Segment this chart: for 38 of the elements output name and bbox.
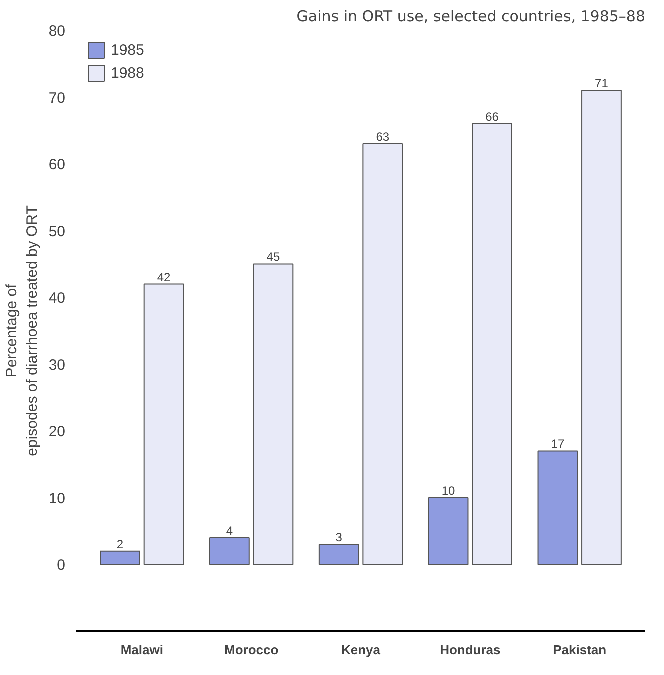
y-tick-label: 80	[48, 23, 66, 40]
data-label: 4	[226, 524, 234, 538]
y-tick-label: 10	[48, 490, 66, 508]
x-tick-label: Morocco	[224, 642, 279, 658]
data-label: 63	[376, 130, 390, 144]
data-label: 66	[486, 110, 500, 124]
y-tick-label: 40	[48, 290, 66, 308]
y-tick-label: 30	[48, 356, 66, 374]
y-tick-label: 60	[48, 156, 66, 174]
data-label: 10	[442, 484, 456, 498]
y-tick-label: 0	[57, 557, 66, 574]
x-tick-label: Pakistan	[553, 642, 607, 658]
x-tick-label: Malawi	[120, 642, 164, 658]
bar	[362, 144, 404, 566]
data-label: 71	[595, 76, 609, 91]
bar	[582, 90, 622, 566]
x-tick-label: Honduras	[440, 642, 501, 658]
bar	[253, 264, 294, 566]
data-label: 3	[336, 530, 343, 545]
legend-label: 1988	[111, 64, 144, 82]
bar	[538, 450, 578, 566]
bar	[100, 550, 140, 566]
data-label: 45	[266, 250, 280, 264]
bar	[144, 284, 184, 566]
chart-title: Gains in ORT use, selected countries, 1985–88	[296, 8, 646, 26]
x-tick-label: Kenya	[341, 642, 382, 658]
bar	[428, 497, 469, 566]
y-axis-title: Percentage of episodes of diarrhoea treated by ORT	[3, 206, 41, 456]
bar	[472, 123, 513, 566]
bar	[318, 544, 360, 566]
y-tick-label: 20	[48, 424, 66, 441]
y-tick-label: 70	[48, 90, 66, 107]
legend-label: 1985	[111, 42, 144, 58]
data-label: 2	[116, 537, 124, 552]
bar	[209, 538, 250, 566]
data-label: 17	[551, 437, 565, 452]
data-label: 42	[157, 270, 172, 284]
y-tick-label: 50	[48, 223, 66, 240]
